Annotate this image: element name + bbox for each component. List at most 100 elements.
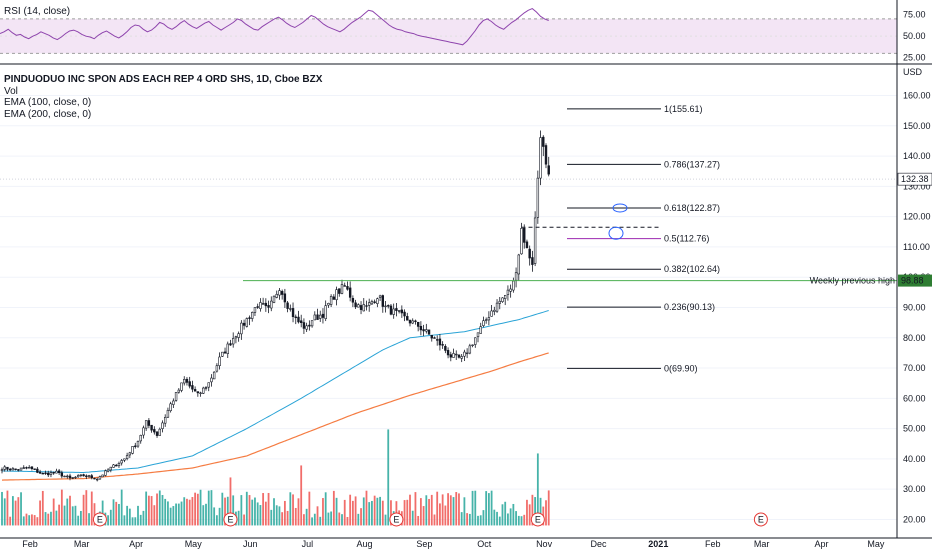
volume-bar xyxy=(419,498,422,526)
candle-body xyxy=(332,296,336,300)
candle-body xyxy=(392,308,395,315)
candle-body xyxy=(302,322,306,329)
volume-bar xyxy=(479,515,482,526)
volume-bar xyxy=(229,477,232,526)
candle-body xyxy=(76,475,80,478)
candle-body xyxy=(395,308,398,311)
time-tick-label: Dec xyxy=(590,539,607,549)
candle-body xyxy=(169,403,172,412)
volume-bar xyxy=(77,515,80,526)
volume-bar xyxy=(536,453,539,526)
candle-body xyxy=(406,316,409,321)
candle-body xyxy=(101,474,104,478)
volume-bar xyxy=(439,503,441,526)
candle-body xyxy=(509,288,512,292)
fib-level-label: 0.382(102.64) xyxy=(664,264,720,274)
price-axis[interactable]: 20.00 30.00 40.00 50.00 60.00 70.00 80.00 90.00… xyxy=(896,0,932,538)
candle-body xyxy=(487,317,491,321)
candle-body xyxy=(373,301,376,303)
candle-body xyxy=(234,336,238,339)
volume-bar xyxy=(150,496,153,526)
candle-body xyxy=(136,440,140,447)
candle-body xyxy=(378,295,382,298)
candle-body xyxy=(525,241,529,249)
candle-body xyxy=(104,470,107,476)
candle-body xyxy=(74,476,77,479)
price-tick-label: 30.00 xyxy=(903,484,926,494)
earnings-marker: E xyxy=(223,512,238,527)
candle-body xyxy=(416,321,420,327)
candle-body xyxy=(202,387,205,394)
candle-body xyxy=(44,472,47,475)
volume-bar xyxy=(349,494,352,526)
volume-bar xyxy=(196,493,199,526)
volume-bar xyxy=(365,490,368,526)
volume-bar xyxy=(482,510,485,526)
candle-body xyxy=(441,344,444,346)
volume-bar xyxy=(458,493,460,526)
candle-body xyxy=(123,458,126,461)
earnings-marker: E xyxy=(753,512,768,527)
price-tick-label: 130.00 xyxy=(903,181,931,191)
time-axis[interactable]: Feb Mar Apr May Jun Jul Aug Sep Oct Nov Dec 2021 Feb… xyxy=(0,537,932,549)
volume-bar xyxy=(109,509,112,526)
candle-body xyxy=(66,475,69,478)
volume-bar xyxy=(346,516,349,526)
volume-bar xyxy=(297,498,300,526)
volume-bars xyxy=(1,429,550,526)
time-tick-label: Feb xyxy=(705,539,721,549)
volume-bar xyxy=(338,512,341,526)
volume-bar xyxy=(256,502,259,526)
candle-body xyxy=(11,468,15,471)
volume-bar xyxy=(379,496,381,526)
candle-body xyxy=(283,293,287,303)
candle-body xyxy=(248,317,251,319)
earnings-label: E xyxy=(758,514,764,524)
candle-body xyxy=(397,310,401,312)
candle-body xyxy=(259,302,262,309)
candle-body xyxy=(294,316,297,319)
candle-body xyxy=(242,322,246,326)
volume-bar xyxy=(161,495,164,526)
volume-bar xyxy=(224,497,226,526)
volume-bar xyxy=(210,490,213,526)
candle-body xyxy=(47,472,50,476)
candle-body xyxy=(17,469,20,471)
volume-bar xyxy=(504,501,507,526)
candle-body xyxy=(533,217,537,264)
time-tick-label: Oct xyxy=(477,539,492,549)
candle-body xyxy=(22,467,25,469)
volume-bar xyxy=(487,493,490,526)
candle-body xyxy=(275,293,278,298)
candle-body xyxy=(327,303,330,306)
candle-body xyxy=(85,475,88,477)
volume-bar xyxy=(128,508,131,526)
volume-bar xyxy=(207,490,210,526)
candle-body xyxy=(536,177,540,218)
candle-body xyxy=(71,477,74,479)
volume-bar xyxy=(202,505,205,526)
price-tick-label: 40.00 xyxy=(903,454,926,464)
candle-body xyxy=(280,291,284,295)
candle-body xyxy=(256,306,259,308)
volume-bar xyxy=(6,490,9,526)
volume-bar xyxy=(534,497,537,526)
candle-body xyxy=(191,385,194,390)
candle-body xyxy=(3,466,6,470)
rsi-tick-label: 25.00 xyxy=(903,53,926,63)
volume-bar xyxy=(433,514,436,526)
candle-body xyxy=(365,305,368,307)
volume-bar xyxy=(430,494,433,526)
candle-body xyxy=(291,308,295,317)
time-tick-label: Apr xyxy=(815,539,829,549)
volume-bar xyxy=(39,500,41,526)
candle-body xyxy=(501,297,504,302)
volume-bar xyxy=(507,513,509,526)
candle-body xyxy=(506,289,510,295)
volume-bar xyxy=(523,514,526,526)
volume-bar xyxy=(85,490,88,526)
volume-bar xyxy=(286,510,289,526)
volume-bar xyxy=(373,495,376,526)
price-tick-label: 80.00 xyxy=(903,333,926,343)
candle-body xyxy=(153,429,156,433)
